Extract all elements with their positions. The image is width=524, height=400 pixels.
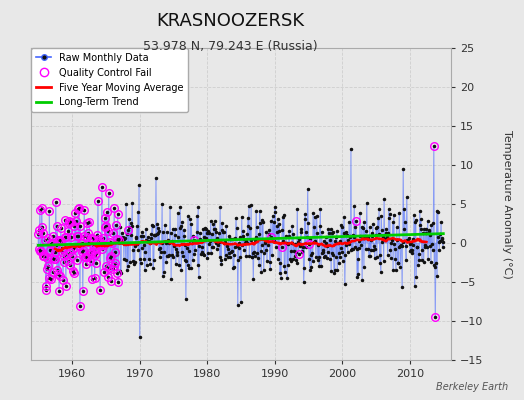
Legend: Raw Monthly Data, Quality Control Fail, Five Year Moving Average, Long-Term Tren: Raw Monthly Data, Quality Control Fail, … — [31, 48, 188, 112]
Text: KRASNOOZERSK: KRASNOOZERSK — [157, 12, 304, 30]
Text: 53.978 N, 79.243 E (Russia): 53.978 N, 79.243 E (Russia) — [143, 40, 318, 53]
Text: Berkeley Earth: Berkeley Earth — [436, 382, 508, 392]
Y-axis label: Temperature Anomaly (°C): Temperature Anomaly (°C) — [503, 130, 512, 278]
